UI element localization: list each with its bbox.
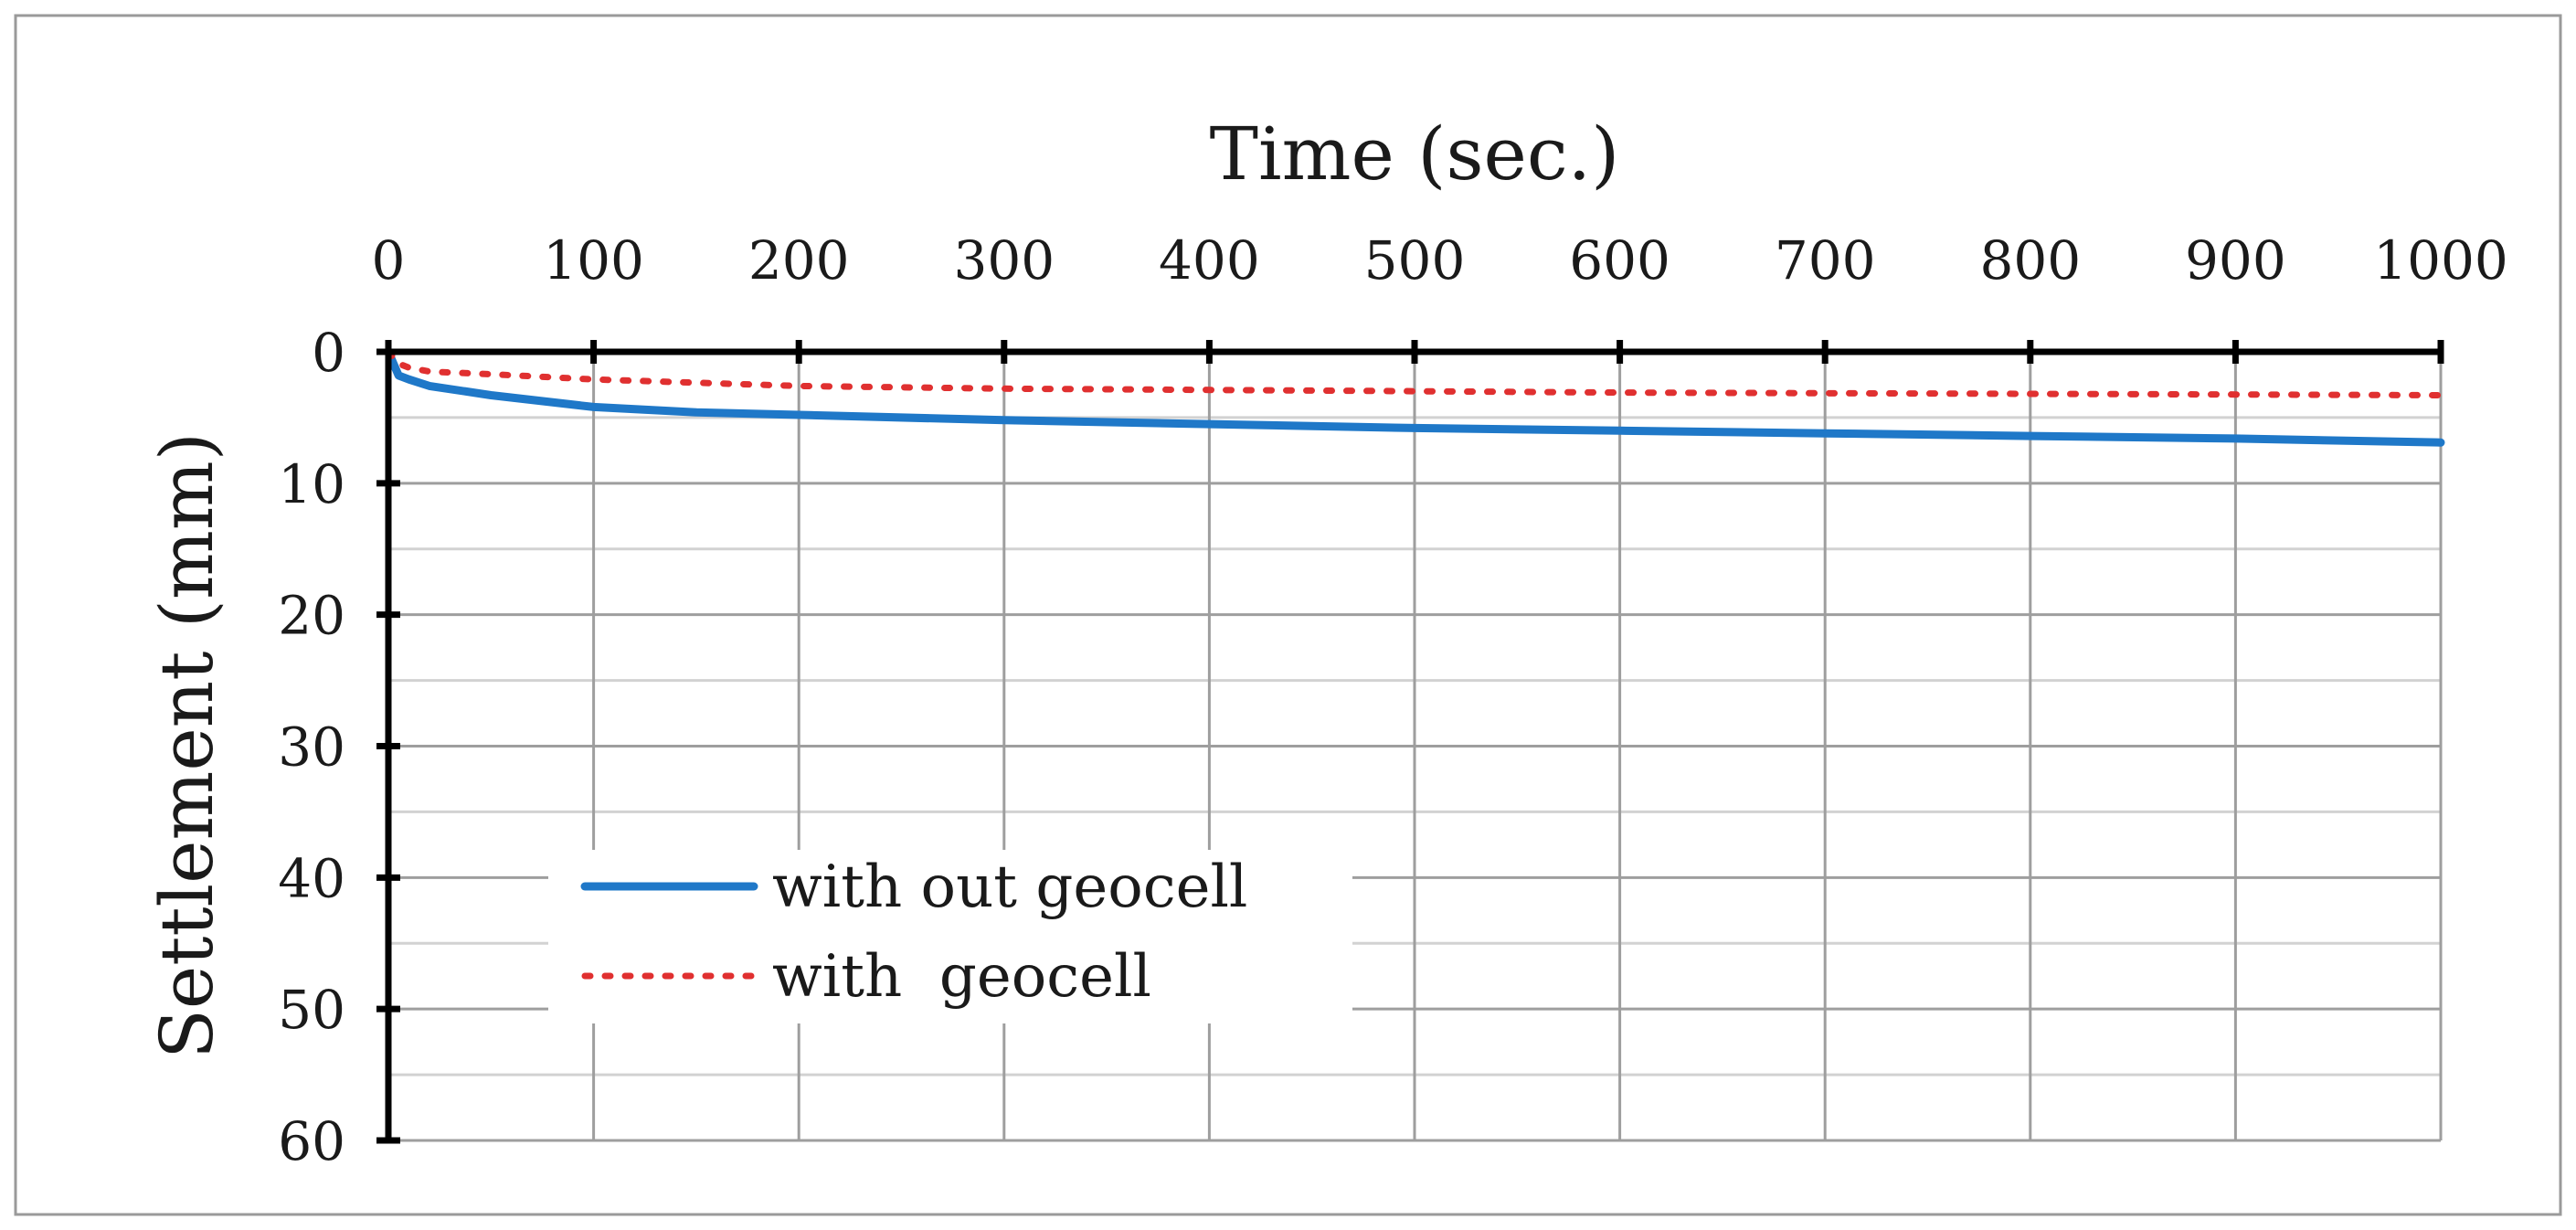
data-point-series-0 [1209,424,1210,425]
x-tick-label: 900 [2185,229,2286,292]
data-point-series-0 [408,379,409,380]
data-point-series-1 [2441,395,2442,396]
x-axis-title: Time (sec.) [1210,111,1620,196]
data-point-series-1 [491,374,492,375]
series-line-0 [384,347,2445,447]
data-point-series-0 [398,375,399,376]
data-point-series-0 [593,407,594,408]
y-tick-label: 20 [278,585,345,647]
y-axis-title: Settlement (mm) [144,432,229,1059]
series-line-1 [385,348,2444,398]
legend-label-with-geocell: with geocell [772,943,1151,1011]
axes: 0 100 200 300 400 500 600 700 800 900 1000 0 10 20 30 4… [278,229,2508,1172]
series-layer [384,347,2445,447]
x-tick-label: 300 [953,229,1055,292]
y-tick-label: 50 [278,979,345,1041]
data-point-series-0 [1619,430,1620,431]
x-tick-label: 700 [1775,229,1876,292]
y-tick-label: 40 [278,847,345,909]
x-tick-label: 500 [1364,229,1466,292]
data-point-series-0 [799,415,800,416]
data-point-series-1 [799,386,800,387]
data-point-series-1 [593,379,594,380]
data-point-series-1 [1825,393,1826,394]
data-point-series-1 [398,363,399,364]
data-point-series-1 [2235,394,2236,395]
data-point-series-1 [1209,389,1210,390]
y-tick-label: 60 [278,1110,345,1172]
x-tick-label: 800 [1979,229,2081,292]
y-tick-label: 10 [278,453,345,515]
x-tick-label: 0 [372,229,406,292]
y-tick-label: 30 [278,716,345,779]
x-tick-label: 1000 [2373,229,2508,292]
data-point-series-1 [1619,392,1620,393]
data-point-series-0 [1003,419,1004,420]
x-tick-label: 200 [748,229,850,292]
data-point-series-0 [1825,433,1826,434]
legend: with out geocell with geocell [548,850,1352,1023]
data-point-series-1 [1003,388,1004,389]
data-point-series-0 [2235,438,2236,439]
legend-box [548,850,1352,1023]
data-point-series-0 [491,395,492,396]
x-tick-label: 600 [1569,229,1670,292]
legend-label-with-out-geocell: with out geocell [772,854,1247,921]
data-point-series-0 [695,412,696,413]
x-tick-label: 400 [1159,229,1260,292]
y-tick-label: 0 [312,322,345,384]
x-tick-label: 100 [543,229,644,292]
data-point-series-0 [2441,442,2442,443]
data-point-series-1 [408,367,409,368]
